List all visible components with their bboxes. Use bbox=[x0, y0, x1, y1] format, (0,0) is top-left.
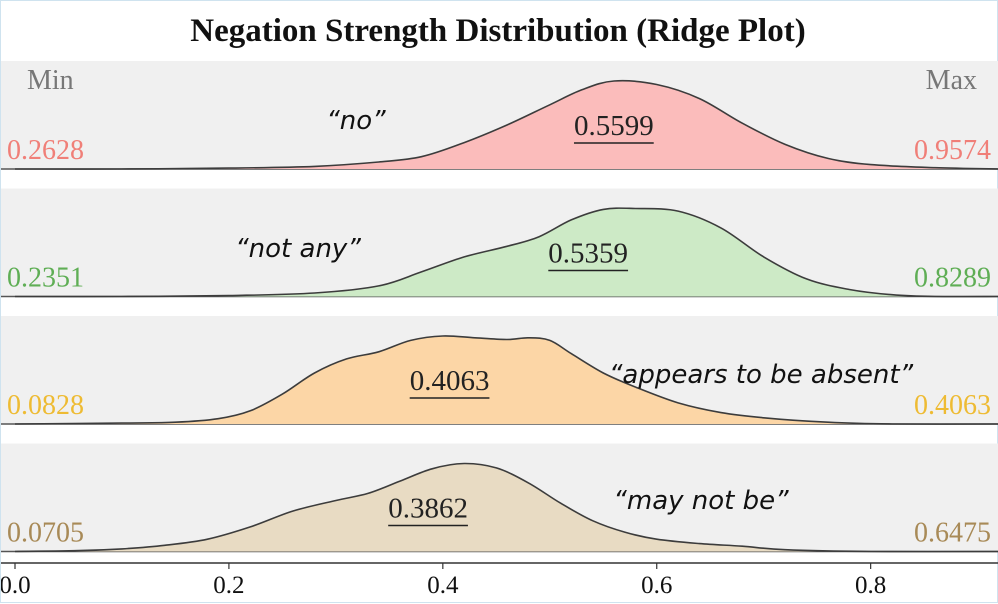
max-column-header: Max bbox=[926, 65, 977, 96]
ridge-row: 0.5599 “no” 0.2628 0.9574 bbox=[1, 61, 998, 170]
x-tick-label: 0.2 bbox=[213, 572, 244, 599]
negation-phrase-label: “no” bbox=[326, 106, 386, 136]
negation-phrase-label: “not any” bbox=[235, 234, 361, 264]
min-value-label: 0.0705 bbox=[7, 518, 84, 549]
density-curve bbox=[14, 335, 998, 425]
density-curve bbox=[14, 79, 998, 170]
x-tick-label: 0.4 bbox=[427, 572, 459, 599]
median-label: 0.5359 bbox=[548, 238, 628, 270]
density-area bbox=[15, 463, 998, 552]
max-value-label: 0.4063 bbox=[914, 390, 991, 421]
x-tick-label: 0.8 bbox=[855, 572, 886, 599]
min-value-label: 0.2628 bbox=[7, 135, 84, 166]
max-value-label: 0.9574 bbox=[914, 135, 991, 166]
ridge-rows: 0.5599 “no” 0.2628 0.9574 0.5359 “not any” 0.2… bbox=[1, 61, 998, 553]
density-area bbox=[15, 335, 998, 425]
max-value-label: 0.6475 bbox=[914, 518, 991, 549]
density-area bbox=[15, 80, 998, 170]
median-label: 0.4063 bbox=[410, 365, 490, 397]
max-value-label: 0.8289 bbox=[914, 263, 991, 294]
negation-phrase-label: “appears to be absent” bbox=[609, 360, 914, 390]
x-tick-label: 0.0 bbox=[1, 572, 31, 599]
min-value-label: 0.2351 bbox=[7, 263, 84, 294]
median-label: 0.5599 bbox=[574, 110, 654, 142]
median-label: 0.3862 bbox=[388, 493, 468, 525]
chart-title: Negation Strength Distribution (Ridge Pl… bbox=[190, 13, 805, 49]
x-axis: 0.0 0.2 0.4 0.6 0.8 bbox=[1, 562, 998, 599]
ridge-row: 0.3862 “may not be” 0.0705 0.6475 bbox=[1, 443, 998, 553]
density-curve bbox=[14, 462, 998, 553]
density-area bbox=[15, 208, 998, 297]
x-tick-label: 0.6 bbox=[641, 572, 672, 599]
ridge-row: 0.4063 “appears to be absent”0.0828 0.4063 bbox=[1, 316, 998, 425]
negation-phrase-label: “may not be” bbox=[613, 486, 789, 516]
min-column-header: Min bbox=[27, 65, 74, 96]
min-value-label: 0.0828 bbox=[7, 390, 84, 421]
density-curve bbox=[14, 207, 998, 298]
ridge-row: 0.5359 “not any” 0.2351 0.8289 bbox=[1, 188, 998, 298]
